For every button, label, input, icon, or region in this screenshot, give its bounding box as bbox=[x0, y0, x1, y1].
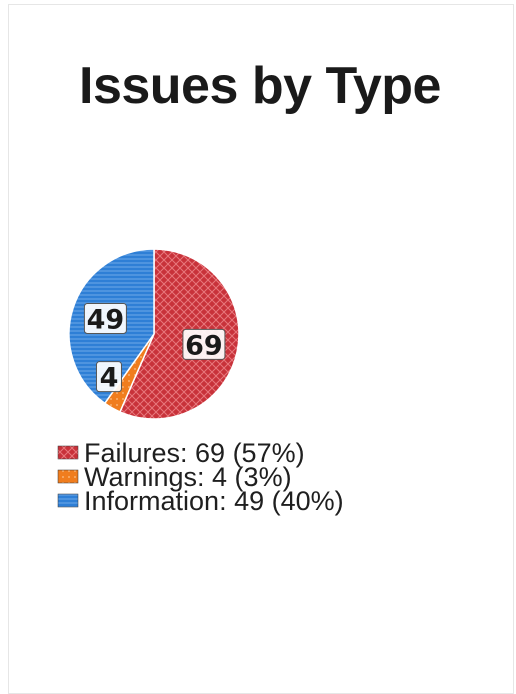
chart-title: Issues by Type bbox=[79, 57, 441, 115]
data-label-failures: 69 bbox=[185, 330, 223, 361]
legend-swatch-failures bbox=[57, 445, 79, 460]
data-label-information: 49 bbox=[87, 304, 125, 335]
legend-item-failures: Failures: 69 (57%) bbox=[84, 438, 305, 468]
data-label-warnings: 4 bbox=[100, 363, 119, 394]
pie-data-labels: 69 4 49 bbox=[83, 302, 226, 394]
legend-item-warnings: Warnings: 4 (3%) bbox=[84, 462, 292, 492]
legend-swatch-information bbox=[57, 493, 79, 508]
data-label-box-failures bbox=[182, 328, 226, 360]
legend-item-information: Information: 49 (40%) bbox=[84, 486, 344, 516]
data-label-box-warnings bbox=[95, 361, 122, 393]
data-label-box-information bbox=[83, 302, 127, 334]
legend-swatch-warnings bbox=[57, 469, 79, 484]
chart-legend: Failures: 69 (57%)Warnings: 4 (3%)Inform… bbox=[57, 438, 344, 516]
pie-slice-failures bbox=[118, 248, 240, 420]
